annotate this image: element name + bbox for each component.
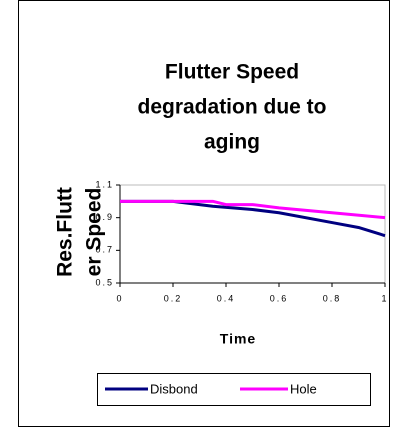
x-axis-label: Time — [220, 331, 256, 347]
x-tick-label: 1 — [381, 293, 388, 303]
legend-label: Disbond — [150, 381, 198, 396]
x-tick-label: 0.4 — [217, 293, 236, 303]
y-axis-label: er Speed — [83, 188, 106, 277]
y-tick-label: 0.5 — [95, 277, 114, 287]
x-tick-label: 0.8 — [323, 293, 342, 303]
chart-title: Flutter Speed — [165, 61, 299, 84]
y-tick-label: 0.7 — [95, 245, 114, 255]
y-tick-label: 1.1 — [95, 179, 114, 189]
x-tick-label: 0.6 — [270, 293, 289, 303]
x-tick-label: 0 — [116, 293, 123, 303]
chart-title: aging — [204, 131, 260, 154]
y-axis-label: Res.Flutt — [54, 187, 77, 277]
chart-title: degradation due to — [138, 96, 327, 119]
x-tick-label: 0.2 — [164, 293, 183, 303]
data-line — [120, 199, 386, 220]
legend-label: Hole — [290, 381, 317, 396]
y-tick-label: 0.9 — [95, 212, 114, 222]
